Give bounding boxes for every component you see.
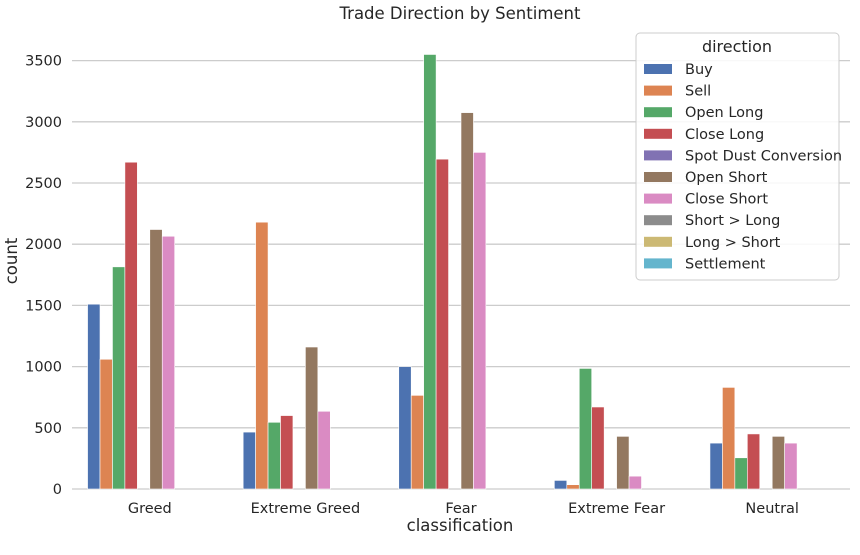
x-tick-label: Extreme Fear [568, 501, 665, 517]
bar [255, 221, 269, 490]
x-tick-label: Greed [128, 501, 172, 517]
bar [616, 436, 630, 490]
legend-label: Short > Long [685, 213, 780, 229]
legend-label: Buy [685, 62, 713, 78]
bar [473, 152, 487, 490]
bar [435, 158, 449, 490]
x-axis-label: classification [407, 516, 514, 535]
bar [242, 431, 256, 490]
bar [591, 406, 605, 490]
y-axis-label: count [2, 237, 21, 284]
bar [734, 457, 748, 490]
legend-label: Sell [685, 84, 711, 100]
legend-swatch [644, 215, 672, 226]
bar [628, 475, 642, 490]
y-tick-label: 2000 [25, 237, 62, 253]
legend-label: Close Long [685, 127, 764, 143]
bar [112, 266, 126, 490]
bar [771, 436, 785, 490]
legend-swatch [644, 107, 672, 118]
y-tick-label: 3000 [25, 115, 62, 131]
bars [87, 54, 798, 490]
legend-swatch [644, 258, 672, 269]
chart-title: Trade Direction by Sentiment [339, 4, 582, 23]
legend-label: Open Long [685, 105, 763, 121]
legend-label: Close Short [685, 192, 768, 208]
y-tick-label: 1500 [25, 298, 62, 314]
legend-swatch [644, 85, 672, 96]
y-tick-label: 3500 [25, 54, 62, 70]
legend-label: Spot Dust Conversion [685, 148, 842, 164]
bar [124, 161, 138, 490]
y-tick-label: 500 [34, 421, 62, 437]
bar [161, 235, 175, 490]
bar [709, 442, 723, 490]
bar [423, 54, 437, 490]
bar [578, 368, 593, 490]
x-tick-label: Fear [445, 501, 476, 517]
bar [460, 112, 474, 490]
bar [99, 358, 113, 490]
legend-swatch [644, 64, 672, 74]
x-tick-label: Extreme Greed [251, 501, 361, 517]
legend-swatch [644, 236, 672, 247]
legend-swatch [644, 128, 672, 139]
legend-label: Open Short [685, 170, 768, 186]
legend-title: direction [702, 37, 772, 56]
bar [784, 442, 798, 490]
legend: direction Buy Sell Open Long Close Long Spot… [635, 32, 842, 281]
bar [722, 387, 736, 490]
bar [280, 415, 294, 490]
bar [566, 484, 580, 490]
x-tick-label: Neutral [745, 501, 799, 517]
bar [267, 421, 281, 490]
y-tick-label: 2500 [25, 176, 62, 192]
legend-swatch [644, 150, 672, 161]
legend-label: Long > Short [685, 235, 781, 251]
bar [410, 395, 424, 490]
y-tick-label: 0 [53, 482, 62, 498]
y-tick-labels: 0 500 1000 1500 2000 2500 3000 3500 [25, 54, 62, 498]
bar [87, 303, 101, 490]
legend-box [635, 32, 840, 281]
legend-items: Buy Sell Open Long Close Long Spot Dust Conv… [644, 62, 842, 272]
y-tick-label: 1000 [25, 360, 62, 376]
legend-swatch [644, 193, 672, 204]
bar [149, 229, 163, 490]
legend-label: Settlement [685, 256, 766, 272]
bar [554, 480, 568, 490]
x-tick-labels: Greed Extreme Greed Fear Extreme Fear Neutra… [128, 501, 799, 517]
bar [305, 346, 319, 490]
bar [747, 433, 761, 490]
bar [317, 410, 331, 490]
bar [398, 366, 412, 490]
legend-swatch [644, 172, 672, 182]
